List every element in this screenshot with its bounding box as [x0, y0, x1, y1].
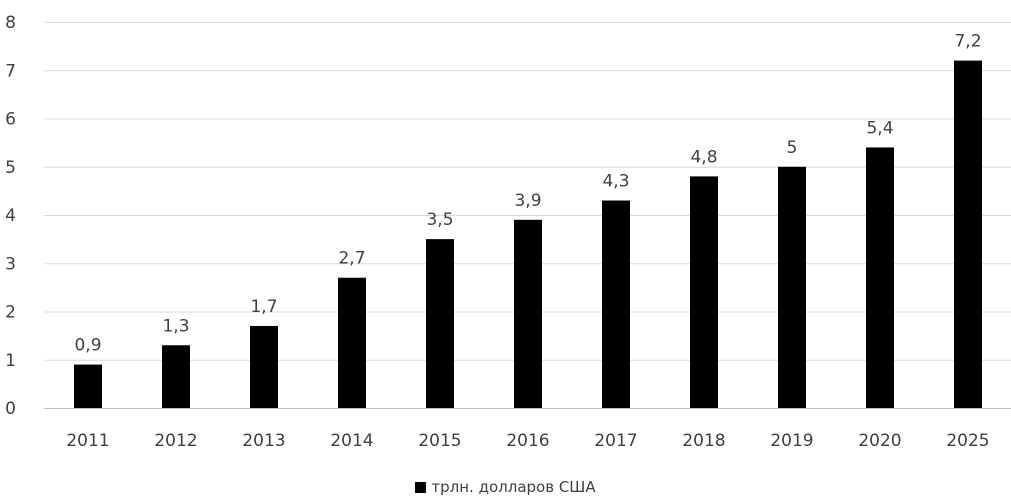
data-label: 4,3: [602, 172, 629, 192]
bar: [338, 277, 366, 408]
data-label: 3,9: [514, 191, 541, 211]
bar: [74, 364, 102, 408]
bar: [866, 147, 894, 408]
bar: [954, 60, 982, 408]
data-label: 1,7: [250, 297, 277, 317]
x-tick-label: 2017: [594, 431, 637, 451]
data-label: 5,4: [866, 118, 893, 138]
y-tick-label: 0: [5, 399, 16, 419]
x-tick-label: 2012: [154, 431, 197, 451]
data-label: 1,3: [162, 316, 189, 336]
x-tick-label: 2014: [330, 431, 373, 451]
x-tick-label: 2020: [858, 431, 901, 451]
bar: [602, 200, 630, 408]
gridlines: [44, 22, 1011, 409]
bar: [778, 166, 806, 408]
y-tick-label: 8: [5, 13, 16, 33]
x-tick-label: 2025: [946, 431, 989, 451]
bar: [162, 345, 190, 408]
bar: [690, 176, 718, 408]
data-label: 2,7: [338, 249, 365, 269]
y-tick-label: 5: [5, 158, 16, 178]
y-tick-label: 2: [5, 303, 16, 323]
data-label: 4,8: [690, 147, 717, 167]
bar: [514, 219, 542, 408]
data-label: 5: [787, 138, 798, 158]
y-tick-label: 4: [5, 206, 16, 226]
y-tick-label: 1: [5, 351, 16, 371]
x-tick-label: 2011: [66, 431, 109, 451]
data-label: 7,2: [954, 32, 981, 52]
x-tick-label: 2018: [682, 431, 725, 451]
bar: [250, 325, 278, 408]
y-tick-label: 3: [5, 254, 16, 274]
y-tick-label: 7: [5, 61, 16, 81]
legend: трлн. долларов США: [0, 478, 1011, 496]
x-tick-label: 2015: [418, 431, 461, 451]
x-tick-label: 2013: [242, 431, 285, 451]
x-tick-label: 2016: [506, 431, 549, 451]
bar-chart: 0 1 2 3 4 5 6 7 8 0,9 1,3 1,7 2,7 3,5 3,9 4,3 4,8 5 5,4 7,…: [5, 13, 1011, 451]
legend-swatch: [415, 481, 427, 493]
bars: [74, 60, 982, 408]
legend-label: трлн. долларов США: [431, 478, 596, 496]
x-axis-ticks: 2011 2012 2013 2014 2015 2016 2017 2018 2019 2020…: [66, 431, 989, 451]
bar: [426, 239, 454, 408]
y-tick-label: 6: [5, 110, 16, 130]
data-labels: 0,9 1,3 1,7 2,7 3,5 3,9 4,3 4,8 5 5,4 7,2: [74, 32, 981, 356]
y-axis-ticks: 0 1 2 3 4 5 6 7 8: [5, 13, 16, 419]
data-label: 3,5: [426, 210, 453, 230]
x-tick-label: 2019: [770, 431, 813, 451]
data-label: 0,9: [74, 336, 101, 356]
